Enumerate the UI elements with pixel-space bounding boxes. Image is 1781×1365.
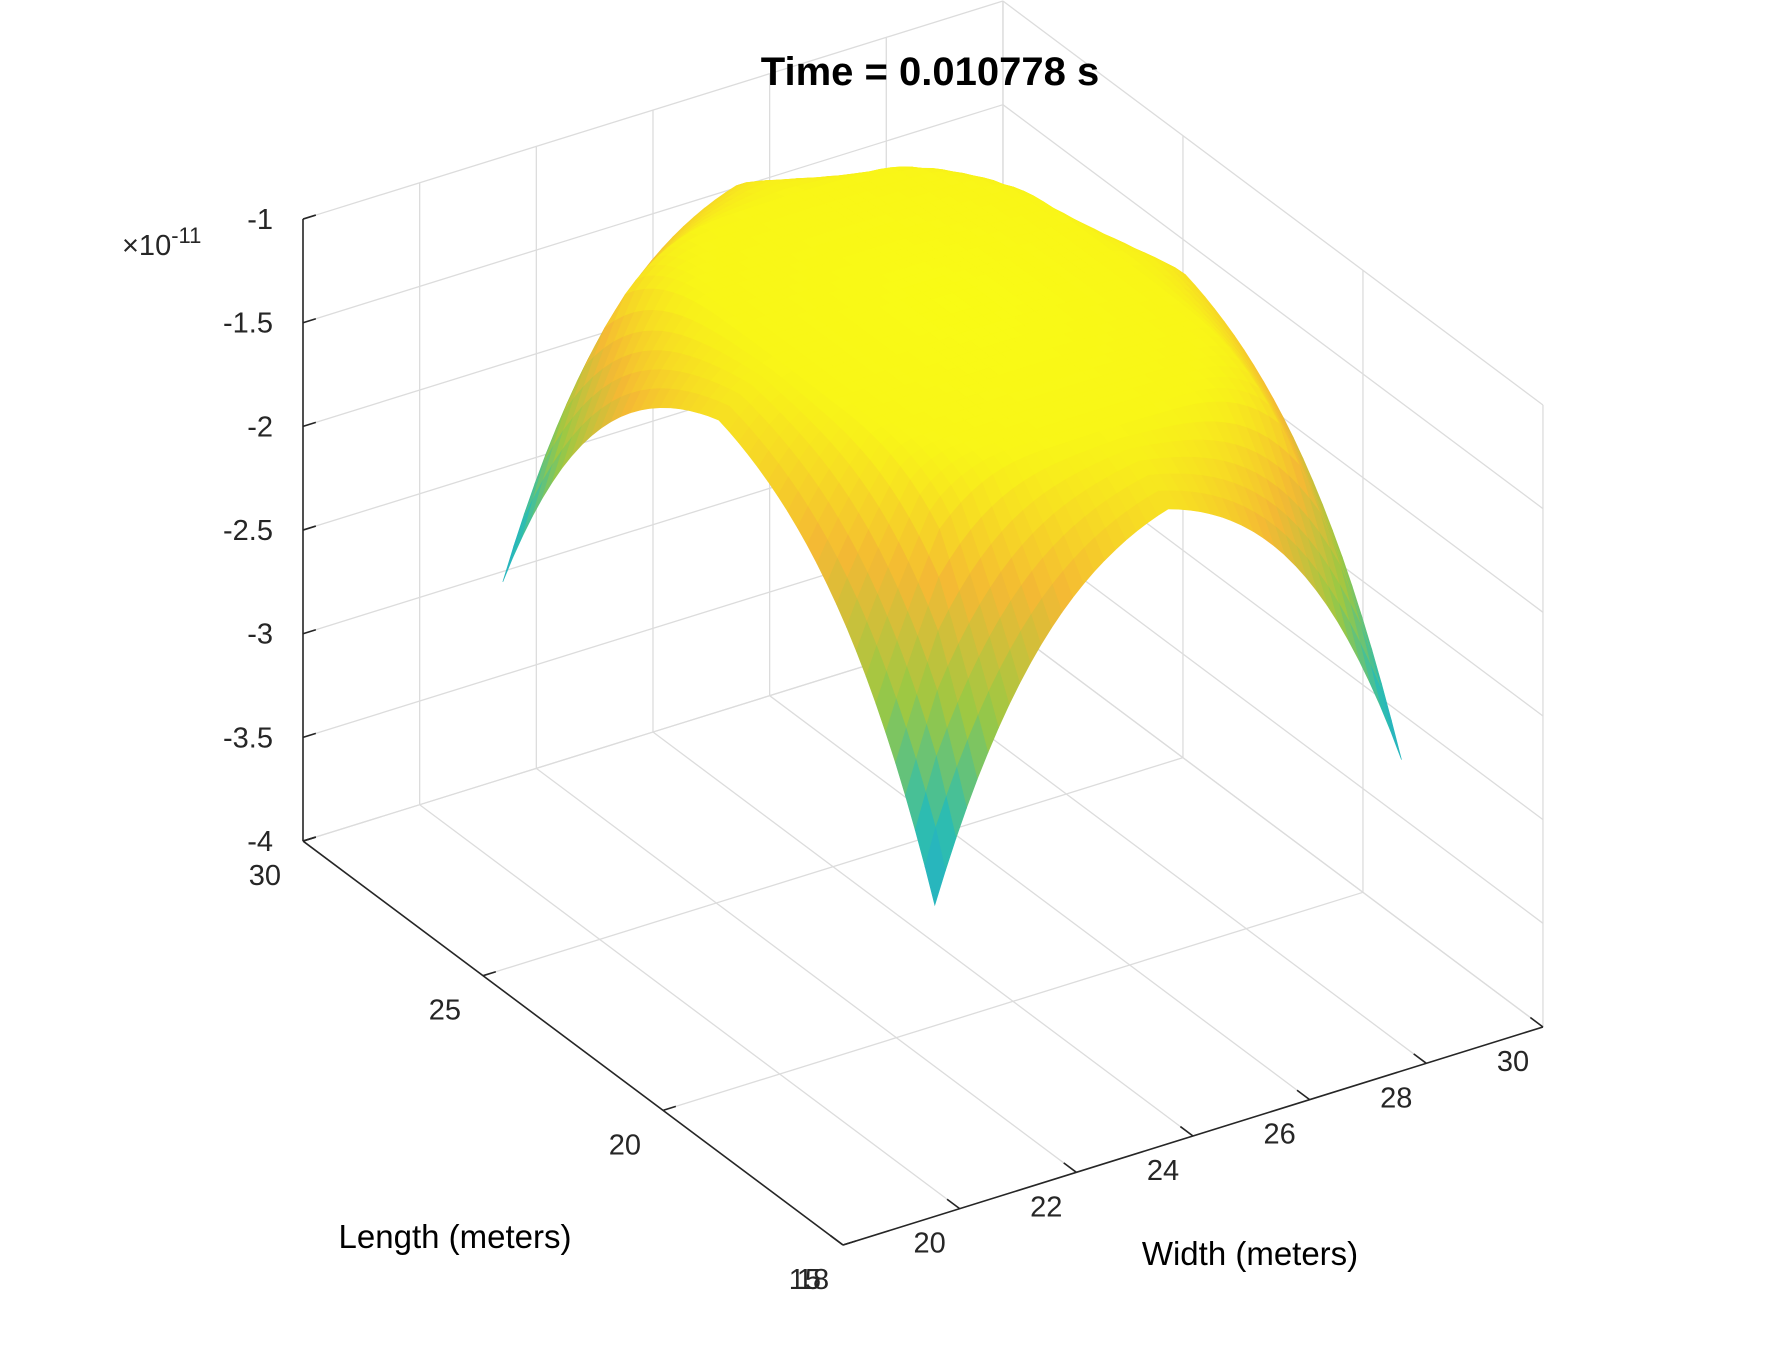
surface-layer: [502, 166, 1402, 907]
z-exponent-base: ×10: [122, 230, 171, 262]
grid-line: [1002, 104, 1544, 510]
x-tick-label: 26: [1264, 1119, 1296, 1151]
grid-line: [419, 804, 961, 1210]
y-tick-mark: [482, 970, 497, 977]
z-exponent-power: -11: [171, 223, 201, 248]
surface-cell: [512, 498, 534, 559]
x-tick-mark: [829, 1234, 844, 1246]
grid-line: [302, 0, 1004, 220]
z-tick-label: -1: [247, 204, 273, 236]
surface-cell: [1380, 689, 1402, 760]
grid-line: [1002, 0, 1544, 406]
z-exponent-label: ×10-11: [122, 223, 201, 262]
grid-line: [1002, 622, 1544, 1028]
z-tick-label: -2.5: [223, 515, 273, 547]
z-tick-mark: [302, 836, 317, 842]
surface-cell: [1370, 664, 1392, 732]
y-axis-line: [302, 840, 844, 1246]
grid-line: [652, 731, 1194, 1137]
x-tick-mark: [1413, 1053, 1427, 1064]
z-tick-label: -3: [247, 619, 273, 651]
z-tick-mark: [302, 214, 317, 220]
grid-line: [769, 695, 1311, 1101]
grid-line: [535, 767, 1077, 1173]
x-tick-mark: [1296, 1089, 1311, 1101]
x-tick-mark: [946, 1198, 961, 1210]
grid-line: [302, 104, 1004, 324]
y-tick-mark: [842, 1240, 857, 1246]
x-tick-label: 18: [797, 1264, 829, 1296]
grid-line: [662, 891, 1364, 1111]
x-tick-mark: [1179, 1125, 1194, 1137]
x-tick-label: 24: [1147, 1155, 1179, 1187]
axis-layer: [302, 214, 1544, 1246]
y-tick-label: 20: [609, 1129, 641, 1161]
grid-line: [1002, 518, 1544, 924]
x-tick-label: 28: [1380, 1082, 1412, 1114]
y-tick-label: 15: [789, 1264, 821, 1296]
z-tick-label: -4: [247, 826, 273, 858]
x-tick-label: 22: [1030, 1191, 1062, 1223]
grid-line: [482, 757, 1184, 977]
z-tick-label: -3.5: [223, 722, 273, 754]
z-tick-mark: [302, 421, 317, 428]
tick-label-layer: 1820222426283015202530-4-3.5-3-2.5-2-1.5…: [223, 204, 1529, 1296]
y-axis-label: Length (meters): [339, 1218, 572, 1255]
surface-cell: [924, 827, 946, 907]
y-tick-label: 30: [249, 860, 281, 892]
chart-title: Time = 0.010778 s: [761, 50, 1099, 94]
z-tick-mark: [302, 628, 317, 635]
z-tick-mark: [302, 317, 317, 324]
surface-cell: [522, 480, 544, 537]
z-tick-mark: [302, 732, 317, 739]
x-tick-mark: [1063, 1162, 1077, 1173]
x-axis-label: Width (meters): [1142, 1235, 1358, 1272]
y-tick-label: 25: [429, 995, 461, 1027]
x-tick-mark: [1529, 1016, 1544, 1028]
surface-cell: [502, 519, 524, 583]
x-tick-label: 20: [914, 1228, 946, 1260]
z-tick-mark: [302, 525, 317, 531]
y-tick-mark: [662, 1105, 677, 1112]
z-tick-label: -2: [247, 411, 273, 443]
z-tick-label: -1.5: [223, 308, 273, 340]
x-tick-label: 30: [1497, 1046, 1529, 1078]
